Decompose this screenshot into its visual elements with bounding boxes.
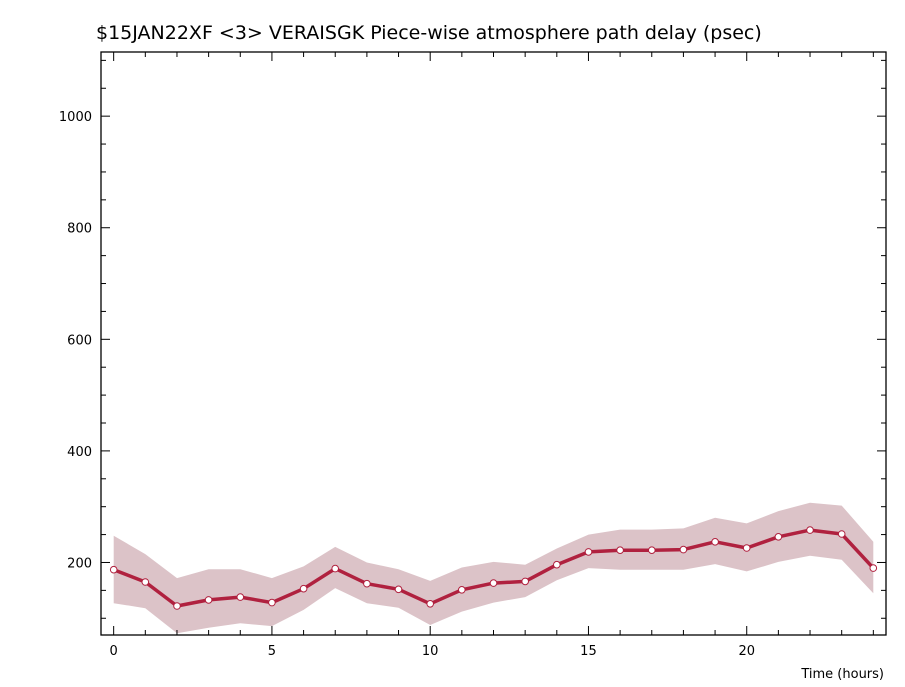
data-point — [521, 577, 530, 586]
data-point — [584, 548, 593, 556]
data-point — [774, 533, 783, 541]
x-tick-label: 5 — [268, 644, 276, 659]
data-point — [141, 578, 150, 586]
data-point — [204, 596, 213, 604]
data-point — [299, 584, 308, 593]
data-point — [363, 579, 371, 588]
uncertainty-band — [113, 502, 874, 634]
y-tick-label: 400 — [67, 445, 92, 460]
tick-labels: 0 5 10 15 20 200 400 600 800 1000 — [59, 110, 755, 659]
y-tick-label: 1000 — [59, 110, 92, 125]
x-axis-label: Time (hours) — [800, 667, 884, 682]
y-tick-label: 600 — [67, 333, 92, 348]
data-point — [394, 585, 403, 594]
data-points — [109, 526, 878, 610]
x-tick-label: 0 — [110, 644, 118, 659]
data-point — [426, 600, 435, 608]
data-point — [869, 564, 878, 572]
data-point — [489, 579, 498, 587]
data-point — [806, 526, 814, 534]
data-point — [331, 564, 340, 573]
data-point — [236, 593, 245, 601]
data-point — [711, 538, 719, 546]
y-tick-label: 800 — [67, 222, 92, 237]
data-point — [109, 565, 118, 574]
data-point — [173, 602, 181, 610]
x-tick-label: 15 — [580, 644, 597, 659]
x-tick-label: 20 — [738, 644, 755, 659]
y-tick-label: 200 — [67, 556, 92, 571]
axis-ticks — [101, 52, 886, 635]
data-point — [742, 544, 751, 552]
data-point — [553, 560, 561, 569]
data-point — [837, 530, 846, 538]
data-point — [616, 546, 624, 555]
data-point — [458, 586, 466, 594]
chart-title: $15JAN22XF <3> VERAISGK Piece-wise atmos… — [96, 22, 762, 44]
data-point — [648, 546, 656, 555]
x-tick-label: 10 — [422, 644, 439, 659]
data-point — [268, 598, 276, 607]
uncertainty-band-layer — [113, 502, 874, 634]
data-point — [679, 545, 688, 554]
